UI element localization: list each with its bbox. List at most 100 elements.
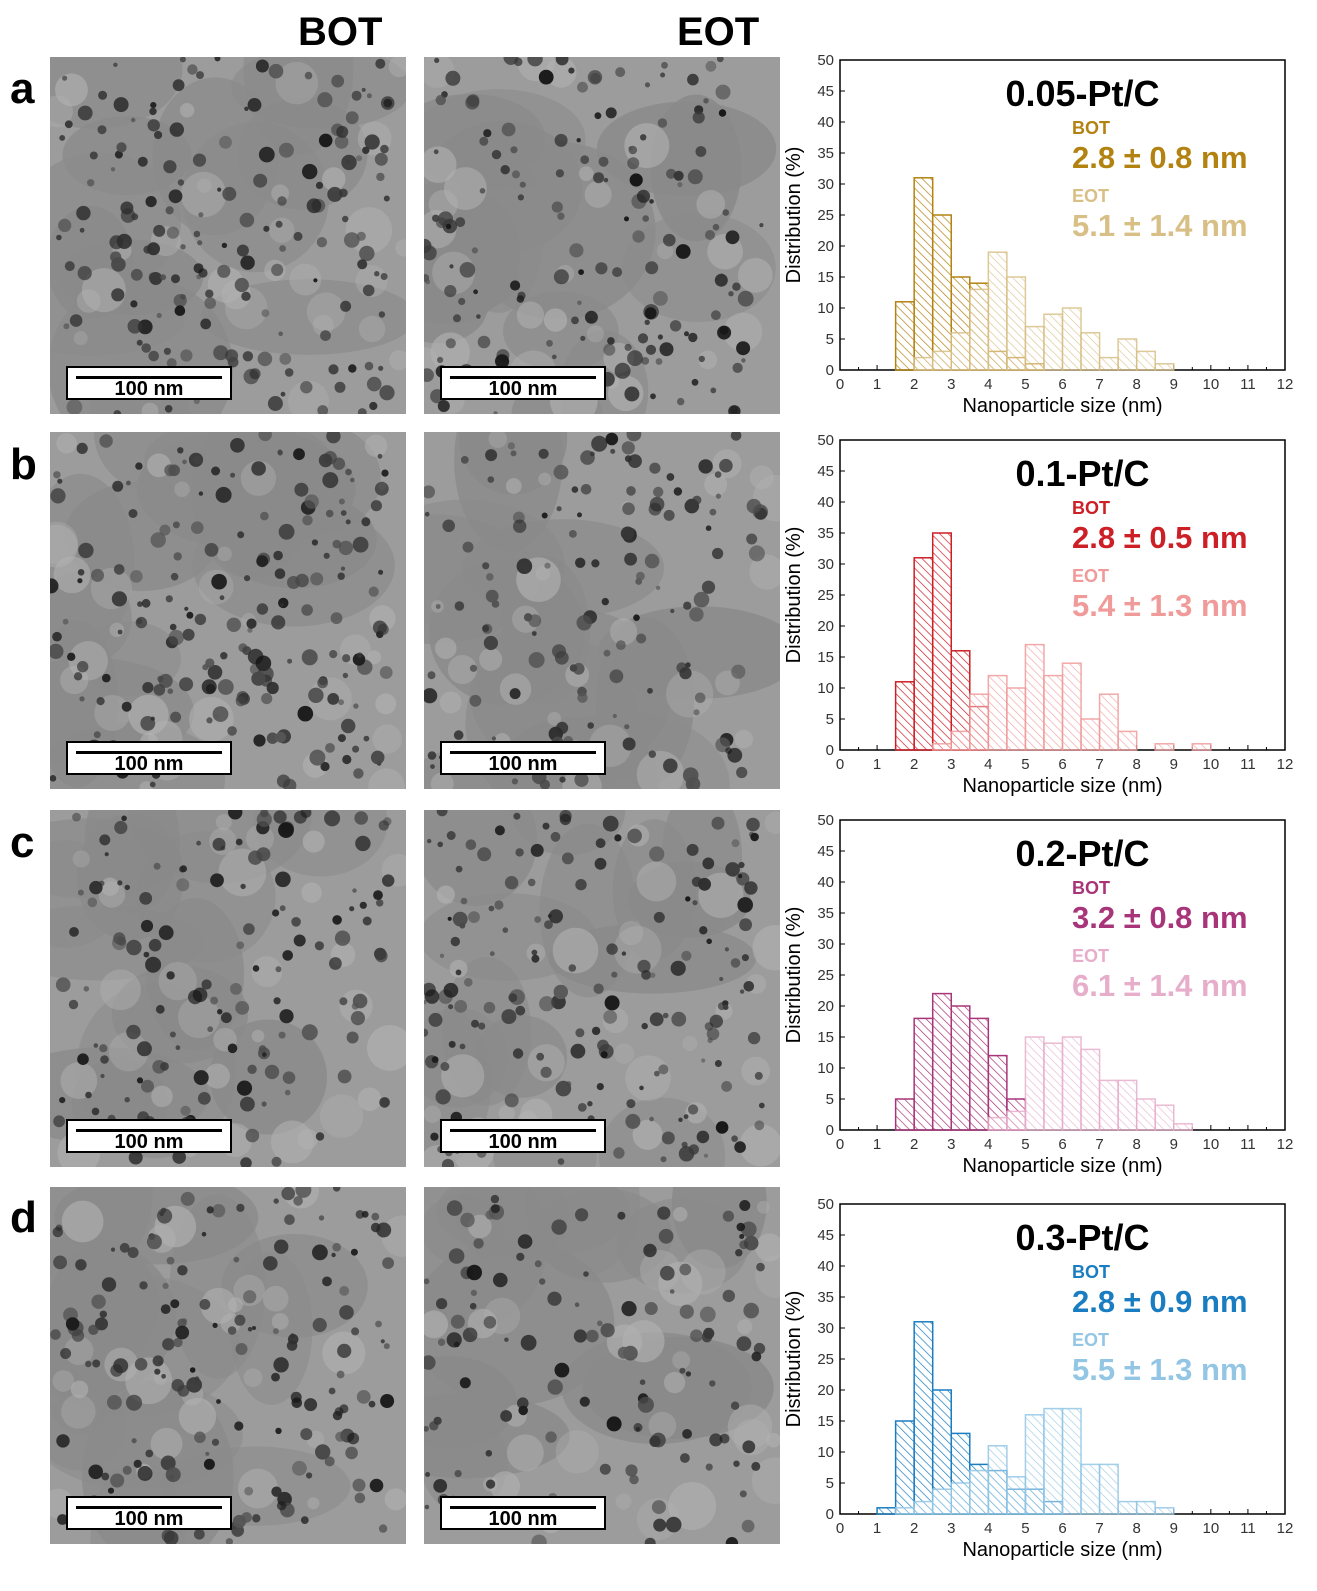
histogram-bar-bot (969, 1017, 990, 1131)
eot-mean-size: 5.4 ± 1.3 nm (1072, 588, 1248, 623)
x-tick-label: 3 (947, 1136, 955, 1153)
histogram-bar-bot (894, 301, 915, 371)
y-tick-label: 10 (817, 1060, 834, 1077)
x-tick-label: 7 (1095, 1136, 1103, 1153)
y-tick-label: 40 (817, 874, 834, 891)
y-tick-label: 5 (826, 331, 834, 348)
y-tick-label: 45 (817, 843, 834, 860)
x-tick-label: 5 (1021, 756, 1029, 773)
histogram-bar-eot (1080, 332, 1101, 371)
y-axis-label: Distribution (%) (783, 907, 805, 1044)
tem-image-bot-b: 100 nm (50, 432, 406, 789)
histogram-bar-eot (1098, 356, 1119, 371)
histogram-bar-eot (1061, 1036, 1082, 1131)
panel-letter-d: d (10, 1193, 37, 1242)
histogram-bar-eot (1006, 276, 1027, 371)
y-tick-label: 25 (817, 587, 834, 604)
x-tick-label: 1 (873, 376, 881, 393)
x-tick-label: 7 (1095, 756, 1103, 773)
x-tick-label: 3 (947, 376, 955, 393)
histogram-bar-eot (969, 1469, 990, 1515)
x-tick-label: 5 (1021, 376, 1029, 393)
histogram-bar-bot (913, 177, 934, 371)
x-tick-label: 10 (1202, 756, 1219, 773)
histogram-bar-bot (931, 992, 953, 1131)
eot-mean-size: 5.5 ± 1.3 nm (1072, 1352, 1248, 1387)
y-tick-label: 40 (817, 114, 834, 131)
x-tick-label: 1 (873, 1520, 881, 1537)
x-tick-label: 0 (836, 756, 844, 773)
histogram-bar-eot (1135, 1098, 1156, 1131)
chart-title: 0.05-Pt/C (1005, 73, 1159, 114)
x-tick-label: 3 (947, 1520, 955, 1537)
histogram-bar-bot (931, 532, 953, 751)
y-axis-label: Distribution (%) (783, 147, 805, 284)
y-tick-label: 10 (817, 680, 834, 697)
x-tick-label: 12 (1277, 376, 1294, 393)
histogram-bar-eot (987, 1116, 1008, 1131)
bot-legend-label: BOT (1072, 878, 1110, 898)
x-tick-label: 6 (1058, 756, 1066, 773)
scale-bar: 100 nm (66, 741, 232, 775)
bot-legend-label: BOT (1072, 118, 1110, 138)
histogram-bar-eot (1098, 1463, 1119, 1515)
histogram-bar-eot (1043, 674, 1064, 751)
y-tick-label: 10 (817, 1444, 834, 1461)
x-tick-label: 1 (873, 756, 881, 773)
histogram-bar-eot (1191, 743, 1212, 751)
x-tick-label: 9 (1170, 376, 1178, 393)
x-tick-label: 9 (1170, 1136, 1178, 1153)
histogram-bar-eot (1117, 1079, 1138, 1131)
x-tick-label: 0 (836, 1520, 844, 1537)
x-tick-label: 3 (947, 756, 955, 773)
x-tick-label: 12 (1277, 756, 1294, 773)
eot-column-header: EOT (677, 10, 760, 54)
y-tick-label: 35 (817, 525, 834, 542)
y-tick-label: 10 (817, 300, 834, 317)
x-tick-label: 8 (1132, 1136, 1140, 1153)
y-tick-label: 15 (817, 269, 834, 286)
eot-mean-size: 6.1 ± 1.4 nm (1072, 968, 1248, 1003)
y-tick-label: 30 (817, 1320, 834, 1337)
x-tick-label: 4 (984, 1520, 992, 1537)
tem-image-bot-a: 100 nm (50, 57, 406, 414)
x-tick-label: 2 (910, 376, 918, 393)
histogram-bar-eot (1043, 1407, 1064, 1515)
histogram-bar-eot (1024, 1036, 1045, 1131)
x-tick-label: 0 (836, 376, 844, 393)
x-tick-label: 5 (1021, 1520, 1029, 1537)
y-tick-label: 20 (817, 998, 834, 1015)
histogram-bar-bot (876, 1507, 897, 1515)
y-tick-label: 20 (817, 618, 834, 635)
y-axis-label: Distribution (%) (783, 527, 805, 664)
histogram-bar-bot (913, 1017, 934, 1131)
histogram-bar-bot (913, 1321, 934, 1515)
histogram-bar-eot (1098, 693, 1119, 751)
y-tick-label: 50 (817, 52, 834, 69)
eot-legend-label: EOT (1072, 946, 1109, 966)
y-tick-label: 50 (817, 1196, 834, 1213)
y-tick-label: 50 (817, 432, 834, 449)
scale-bar: 100 nm (440, 366, 606, 400)
y-tick-label: 0 (826, 1122, 834, 1139)
y-tick-label: 15 (817, 1413, 834, 1430)
bot-mean-size: 2.8 ± 0.9 nm (1072, 1284, 1248, 1319)
x-tick-label: 10 (1202, 376, 1219, 393)
x-tick-label: 6 (1058, 1136, 1066, 1153)
x-tick-label: 6 (1058, 1520, 1066, 1537)
y-tick-label: 0 (826, 1506, 834, 1523)
histogram-bar-eot (1024, 325, 1045, 371)
panel-letter-b: b (10, 440, 37, 489)
histogram-bar-eot (1154, 1507, 1175, 1515)
histogram-bar-eot (969, 288, 990, 371)
histogram-bar-eot (1154, 1104, 1175, 1131)
histogram-bar-eot (1061, 1407, 1082, 1515)
tem-image-bot-c: 100 nm (50, 810, 406, 1167)
histogram-bar-eot (931, 350, 953, 371)
histogram-bar-eot (950, 1482, 971, 1515)
histogram-bar-eot (1006, 1110, 1027, 1131)
histogram-bar-eot (1154, 363, 1175, 371)
